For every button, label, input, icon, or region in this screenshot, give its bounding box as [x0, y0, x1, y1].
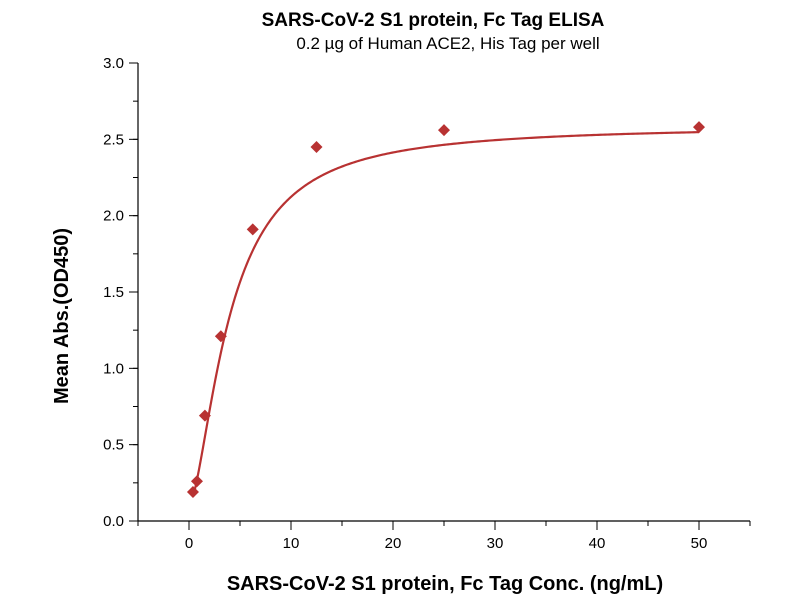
chart-title: SARS-CoV-2 S1 protein, Fc Tag ELISA [262, 10, 605, 31]
y-tick-label: 1.0 [103, 360, 124, 377]
data-point [310, 140, 323, 153]
y-axis-label: Mean Abs.(OD450) [51, 228, 73, 404]
y-tick-label: 3.0 [103, 55, 124, 72]
plot-area: 0.0 0.5 1.0 1.5 2.0 2.5 3.0 0 10 20 30 40 50 [103, 55, 751, 552]
y-tick-label: 0.5 [103, 437, 124, 454]
y-tick-label: 2.0 [103, 208, 124, 225]
x-tick-label: 30 [487, 535, 504, 552]
data-point [246, 223, 259, 236]
y-tick-label: 2.5 [103, 131, 124, 148]
data-point [190, 475, 203, 488]
fit-curve [191, 131, 700, 498]
y-tick-label: 1.5 [103, 284, 124, 301]
data-point [198, 409, 211, 422]
data-point [214, 330, 227, 343]
x-tick-label: 20 [385, 535, 402, 552]
x-tick-label: 10 [283, 535, 300, 552]
x-tick-label: 0 [185, 535, 193, 552]
data-point [438, 124, 450, 137]
x-axis-label: SARS-CoV-2 S1 protein, Fc Tag Conc. (ng/… [227, 573, 663, 595]
x-tick-label: 50 [691, 535, 708, 552]
x-tick-label: 40 [589, 535, 606, 552]
data-point [186, 485, 199, 498]
data-point [693, 121, 705, 134]
y-tick-label: 0.0 [103, 513, 124, 530]
chart-subtitle: 0.2 µg of Human ACE2, His Tag per well [296, 34, 599, 53]
